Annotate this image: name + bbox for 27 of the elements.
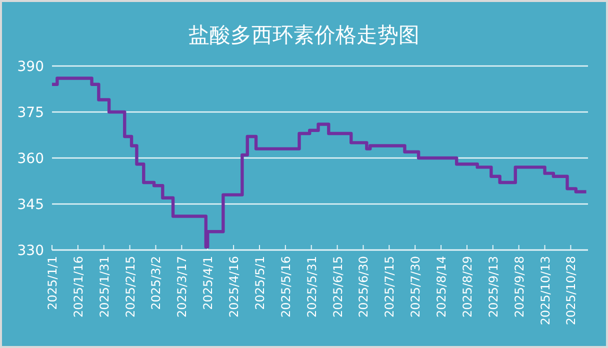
y-tick-label: 345: [17, 197, 44, 213]
y-tick-label: 330: [17, 243, 44, 259]
chart-title: 盐酸多西环素价格走势图: [188, 23, 420, 47]
x-tick-label: 2025/5/1: [252, 256, 267, 310]
x-tick-label: 2025/7/15: [382, 256, 397, 318]
x-tick-label: 2025/4/16: [227, 256, 242, 318]
x-tick-label: 2025/10/28: [564, 256, 578, 326]
x-tick-label: 2025/9/13: [486, 256, 500, 318]
x-tick-label: 2025/2/15: [123, 256, 138, 318]
x-tick-label: 2025/6/30: [356, 256, 371, 318]
x-tick-label: 2025/6/15: [330, 256, 345, 318]
x-tick-label: 2025/9/28: [512, 256, 526, 318]
x-tick-label: 2025/10/13: [538, 256, 552, 326]
y-tick-label: 375: [17, 105, 44, 121]
x-tick-label: 2025/4/1: [201, 256, 216, 310]
x-tick-label: 2025/7/30: [408, 256, 423, 318]
y-tick-label: 360: [17, 151, 44, 167]
x-tick-label: 2025/3/17: [175, 256, 190, 318]
y-tick-label: 390: [17, 59, 44, 75]
x-tick-label: 2025/1/31: [97, 256, 112, 318]
x-tick-label: 2025/5/31: [304, 256, 319, 318]
x-tick-label: 2025/3/2: [149, 256, 164, 310]
x-tick-label: 2025/8/14: [434, 256, 449, 318]
x-tick-label: 2025/8/29: [460, 256, 474, 318]
x-tick-label: 2025/1/16: [71, 256, 86, 318]
x-tick-label: 2025/5/16: [278, 256, 293, 318]
x-tick-label: 2025/1/1: [46, 256, 60, 310]
